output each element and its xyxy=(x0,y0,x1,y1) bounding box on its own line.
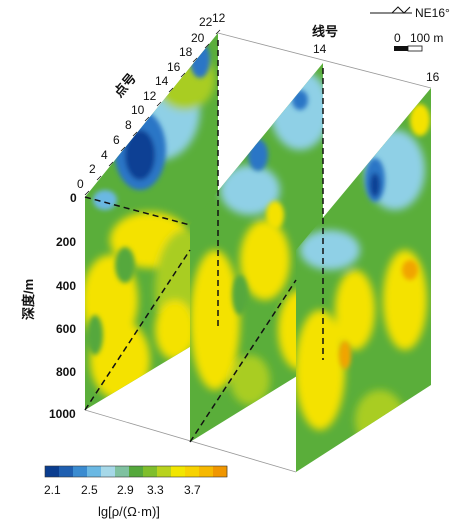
point-tick-16: 16 xyxy=(167,60,181,74)
line-tick-16: 16 xyxy=(426,70,440,84)
depth-tick-1000: 1000 xyxy=(49,407,76,421)
colorbar-tick-labels: 2.1 2.5 2.9 3.3 3.7 xyxy=(44,483,201,497)
colorbar-tick-3-7: 3.7 xyxy=(184,483,201,497)
colorbar-outline xyxy=(44,465,228,478)
point-tick-0: 0 xyxy=(77,177,84,191)
depth-tick-200: 200 xyxy=(56,235,76,249)
depth-axis-label: 深度/m xyxy=(21,279,36,320)
line-axis-label: 线号 xyxy=(312,24,338,39)
line-tick-14: 14 xyxy=(313,42,327,56)
colorbar-swatch xyxy=(73,466,88,477)
point-tick-12: 12 xyxy=(143,89,157,103)
colorbar-swatch xyxy=(45,466,60,477)
colorbar-swatch xyxy=(101,466,116,477)
colorbar-swatch xyxy=(115,466,130,477)
point-tick-18: 18 xyxy=(179,45,193,59)
point-tick-8: 8 xyxy=(125,118,132,132)
depth-axis-tick-labels: 0 200 400 600 800 1000 xyxy=(49,191,77,421)
scale-start: 0 xyxy=(394,31,401,45)
north-arrow: NE16° xyxy=(370,6,450,20)
colorbar-swatch xyxy=(199,466,214,477)
point-tick-14: 14 xyxy=(155,74,169,88)
colorbar-tick-2-5: 2.5 xyxy=(81,483,98,497)
scale-end: 100 m xyxy=(410,31,443,45)
colorbar xyxy=(44,465,228,478)
scale-bar: 0 100 m xyxy=(394,31,443,52)
point-axis-label: 点号 xyxy=(111,70,139,100)
point-tick-22: 22 xyxy=(199,15,213,29)
colorbar-label: lg[ρ/(Ω·m)] xyxy=(98,504,160,519)
depth-tick-0: 0 xyxy=(70,191,77,205)
depth-tick-600: 600 xyxy=(56,322,76,336)
colorbar-swatch xyxy=(143,466,158,477)
colorbar-swatch xyxy=(213,466,228,477)
colorbar-swatch xyxy=(87,466,102,477)
point-axis-ticks xyxy=(84,29,221,196)
point-tick-6: 6 xyxy=(113,133,120,147)
colorbar-tick-2-9: 2.9 xyxy=(117,483,134,497)
colorbar-tick-3-3: 3.3 xyxy=(147,483,164,497)
colorbar-tick-2-1: 2.1 xyxy=(44,483,61,497)
colorbar-swatch xyxy=(185,466,200,477)
depth-tick-400: 400 xyxy=(56,279,76,293)
section-dashed-edges xyxy=(84,40,324,443)
point-tick-2: 2 xyxy=(89,162,96,176)
point-tick-20: 20 xyxy=(191,31,205,45)
point-tick-10: 10 xyxy=(131,103,145,117)
colorbar-swatch xyxy=(157,466,172,477)
colorbar-swatch xyxy=(59,466,74,477)
north-label: NE16° xyxy=(415,6,450,20)
point-tick-4: 4 xyxy=(101,148,108,162)
line-tick-12: 12 xyxy=(212,11,226,25)
depth-tick-800: 800 xyxy=(56,365,76,379)
point-axis-tick-labels: 0 2 4 6 8 10 12 14 16 18 20 22 xyxy=(77,15,213,191)
colorbar-swatch xyxy=(171,466,186,477)
colorbar-swatch xyxy=(129,466,144,477)
